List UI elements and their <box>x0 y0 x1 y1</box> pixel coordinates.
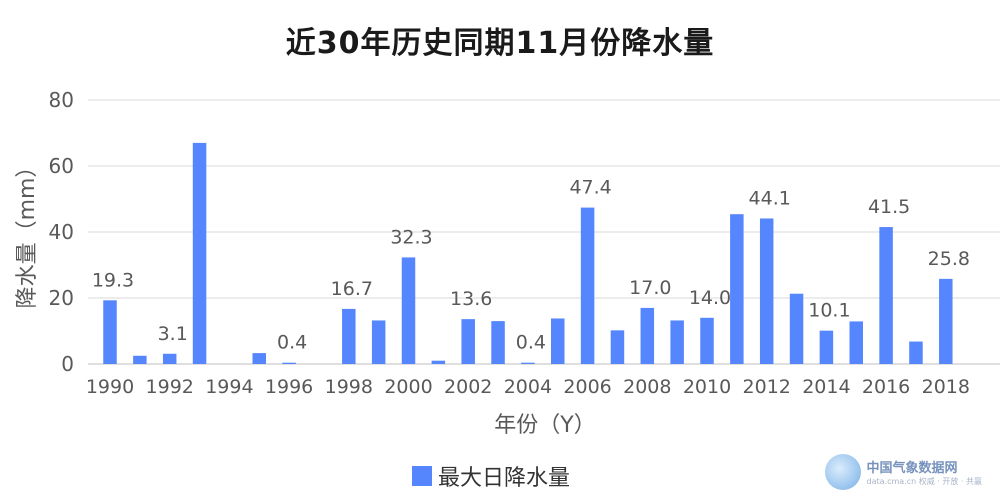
watermark-sub: data.cma.cn 权威 · 开放 · 共赢 <box>866 477 982 486</box>
bar <box>640 307 655 364</box>
x-tick-label: 1992 <box>146 376 194 398</box>
bar <box>670 320 684 364</box>
x-tick-label: 2014 <box>802 376 850 398</box>
data-label: 41.5 <box>868 196 910 218</box>
x-tick-label: 2008 <box>623 376 671 398</box>
y-tick-label: 20 <box>49 286 74 310</box>
bar <box>909 341 923 364</box>
x-tick-label: 1998 <box>325 376 373 398</box>
bar <box>401 257 416 364</box>
x-tick-label: 2012 <box>743 376 791 398</box>
data-label: 25.8 <box>928 248 970 270</box>
y-tick-label: 80 <box>49 88 74 112</box>
x-tick-label: 2000 <box>384 376 432 398</box>
bar <box>431 360 446 364</box>
bar <box>819 330 834 364</box>
x-tick-label: 2018 <box>922 376 970 398</box>
data-label: 44.1 <box>749 187 791 209</box>
bar <box>789 293 804 364</box>
bar <box>103 300 117 364</box>
bar <box>282 362 296 364</box>
bar <box>491 321 505 364</box>
x-axis-title: 年份（Y） <box>494 413 595 438</box>
bar <box>939 278 953 364</box>
x-tick-label: 2006 <box>563 376 611 398</box>
y-tick-label: 60 <box>49 154 74 178</box>
bar <box>521 362 535 364</box>
bar <box>879 227 893 364</box>
data-label: 3.1 <box>158 323 188 345</box>
data-label: 14.0 <box>689 287 731 309</box>
cma-logo-icon <box>824 454 861 490</box>
bar <box>252 353 266 364</box>
y-axis-title: 降水量（mm） <box>15 156 40 309</box>
watermark-name: 中国气象数据网 <box>866 461 958 476</box>
bar <box>730 214 744 364</box>
data-label: 0.4 <box>277 332 307 354</box>
data-label: 0.4 <box>516 332 546 354</box>
bar <box>461 319 475 364</box>
data-label: 10.1 <box>808 300 850 322</box>
legend-label: 最大日降水量 <box>438 466 571 491</box>
legend[interactable]: 最大日降水量 <box>412 460 570 492</box>
x-tick-label: 2004 <box>504 376 552 398</box>
data-label: 47.4 <box>569 177 611 199</box>
x-tick-label: 2016 <box>862 376 910 398</box>
bar <box>580 207 595 364</box>
bar <box>700 317 714 364</box>
bar <box>371 320 386 364</box>
y-tick-label: 0 <box>61 352 74 376</box>
bar <box>162 353 177 364</box>
source-watermark: 中国气象数据网 data.cma.cn 权威 · 开放 · 共赢 <box>824 454 982 490</box>
data-label: 32.3 <box>390 226 432 248</box>
bar <box>342 308 356 364</box>
chart-title: 近30年历史同期11月份降水量 <box>285 26 715 61</box>
bar <box>192 142 207 364</box>
bar <box>759 218 774 364</box>
data-label: 17.0 <box>629 277 671 299</box>
legend-swatch <box>412 466 432 486</box>
y-tick-label: 40 <box>49 220 74 244</box>
x-tick-label: 1990 <box>86 376 134 398</box>
x-tick-label: 2010 <box>683 376 731 398</box>
x-tick-label: 1996 <box>265 376 313 398</box>
bar <box>849 321 863 364</box>
bar <box>610 330 625 364</box>
data-label: 19.3 <box>92 269 134 291</box>
bar <box>551 318 565 364</box>
data-label: 16.7 <box>331 278 373 300</box>
x-tick-label: 1994 <box>205 376 253 398</box>
bar <box>133 355 147 364</box>
data-label: 13.6 <box>450 288 492 310</box>
x-tick-label: 2002 <box>444 376 492 398</box>
